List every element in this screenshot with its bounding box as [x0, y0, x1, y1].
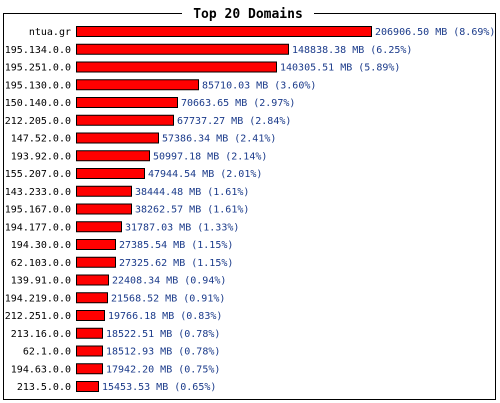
value-label: 67737.27 MB (2.84%)	[177, 116, 291, 127]
category-label: 212.205.0.0	[5, 116, 71, 127]
category-label: 212.251.0.0	[5, 311, 71, 322]
bar	[76, 132, 159, 144]
bar	[76, 381, 99, 392]
category-label: ntua.gr	[29, 27, 71, 38]
bar	[76, 185, 132, 197]
value-label: 85710.03 MB (3.60%)	[202, 80, 316, 91]
value-label: 31787.03 MB (1.33%)	[125, 222, 239, 233]
value-label: 21568.52 MB (0.91%)	[111, 293, 225, 304]
bar	[76, 79, 199, 91]
category-label: 195.251.0.0	[5, 63, 71, 74]
category-label: 194.219.0.0	[5, 293, 71, 304]
bar	[76, 256, 116, 268]
bar	[76, 221, 122, 233]
bar	[76, 274, 109, 286]
value-label: 17942.20 MB (0.75%)	[106, 364, 220, 375]
bar	[76, 97, 178, 108]
value-label: 50997.18 MB (2.14%)	[153, 151, 267, 162]
bar	[76, 150, 150, 162]
category-label: 155.207.0.0	[5, 169, 71, 180]
value-label: 27385.54 MB (1.15%)	[119, 240, 233, 251]
value-label: 148838.38 MB (6.25%)	[292, 45, 412, 56]
category-label: 143.233.0.0	[5, 187, 71, 198]
bar	[76, 292, 108, 304]
value-label: 15453.53 MB (0.65%)	[102, 382, 216, 393]
category-label: 139.91.0.0	[11, 276, 71, 287]
category-label: 195.167.0.0	[5, 205, 71, 216]
value-label: 19766.18 MB (0.83%)	[108, 311, 222, 322]
bar	[76, 363, 103, 375]
value-label: 140305.51 MB (5.89%)	[280, 63, 400, 74]
category-label: 150.140.0.0	[5, 98, 71, 109]
category-label: 62.103.0.0	[11, 258, 71, 269]
value-label: 70663.65 MB (2.97%)	[181, 98, 295, 109]
bar	[76, 43, 289, 55]
value-label: 38262.57 MB (1.61%)	[135, 205, 249, 216]
category-label: 213.5.0.0	[17, 382, 71, 393]
category-label: 193.92.0.0	[11, 151, 71, 162]
bar-rows: ntua.gr 206906.50 MB (8.69%) 195.134.0.0 14…	[5, 26, 495, 393]
value-label: 47944.54 MB (2.01%)	[148, 169, 262, 180]
bar	[76, 203, 132, 215]
bar	[76, 310, 105, 321]
title-background	[182, 5, 314, 21]
category-label: 213.16.0.0	[11, 329, 71, 340]
value-label: 38444.48 MB (1.61%)	[135, 187, 249, 198]
bar	[76, 26, 372, 37]
category-label: 62.1.0.0	[23, 347, 71, 358]
bar	[76, 345, 103, 357]
value-label: 27325.62 MB (1.15%)	[119, 258, 233, 269]
category-label: 194.30.0.0	[11, 240, 71, 251]
category-label: 194.177.0.0	[5, 222, 71, 233]
category-label: 195.130.0.0	[5, 80, 71, 91]
category-label: 147.52.0.0	[11, 134, 71, 145]
bar	[76, 239, 116, 250]
bar	[76, 114, 174, 126]
chart-title: Top 20 Domains	[193, 7, 303, 22]
value-label: 57386.34 MB (2.41%)	[162, 134, 276, 145]
bar	[76, 61, 277, 73]
value-label: 22408.34 MB (0.94%)	[112, 276, 226, 287]
category-label: 195.134.0.0	[5, 45, 71, 56]
value-label: 18512.93 MB (0.78%)	[106, 347, 220, 358]
bar	[76, 327, 103, 339]
category-label: 194.63.0.0	[11, 364, 71, 375]
value-label: 206906.50 MB (8.69%)	[375, 27, 495, 38]
value-label: 18522.51 MB (0.78%)	[106, 329, 220, 340]
bar	[76, 168, 145, 179]
